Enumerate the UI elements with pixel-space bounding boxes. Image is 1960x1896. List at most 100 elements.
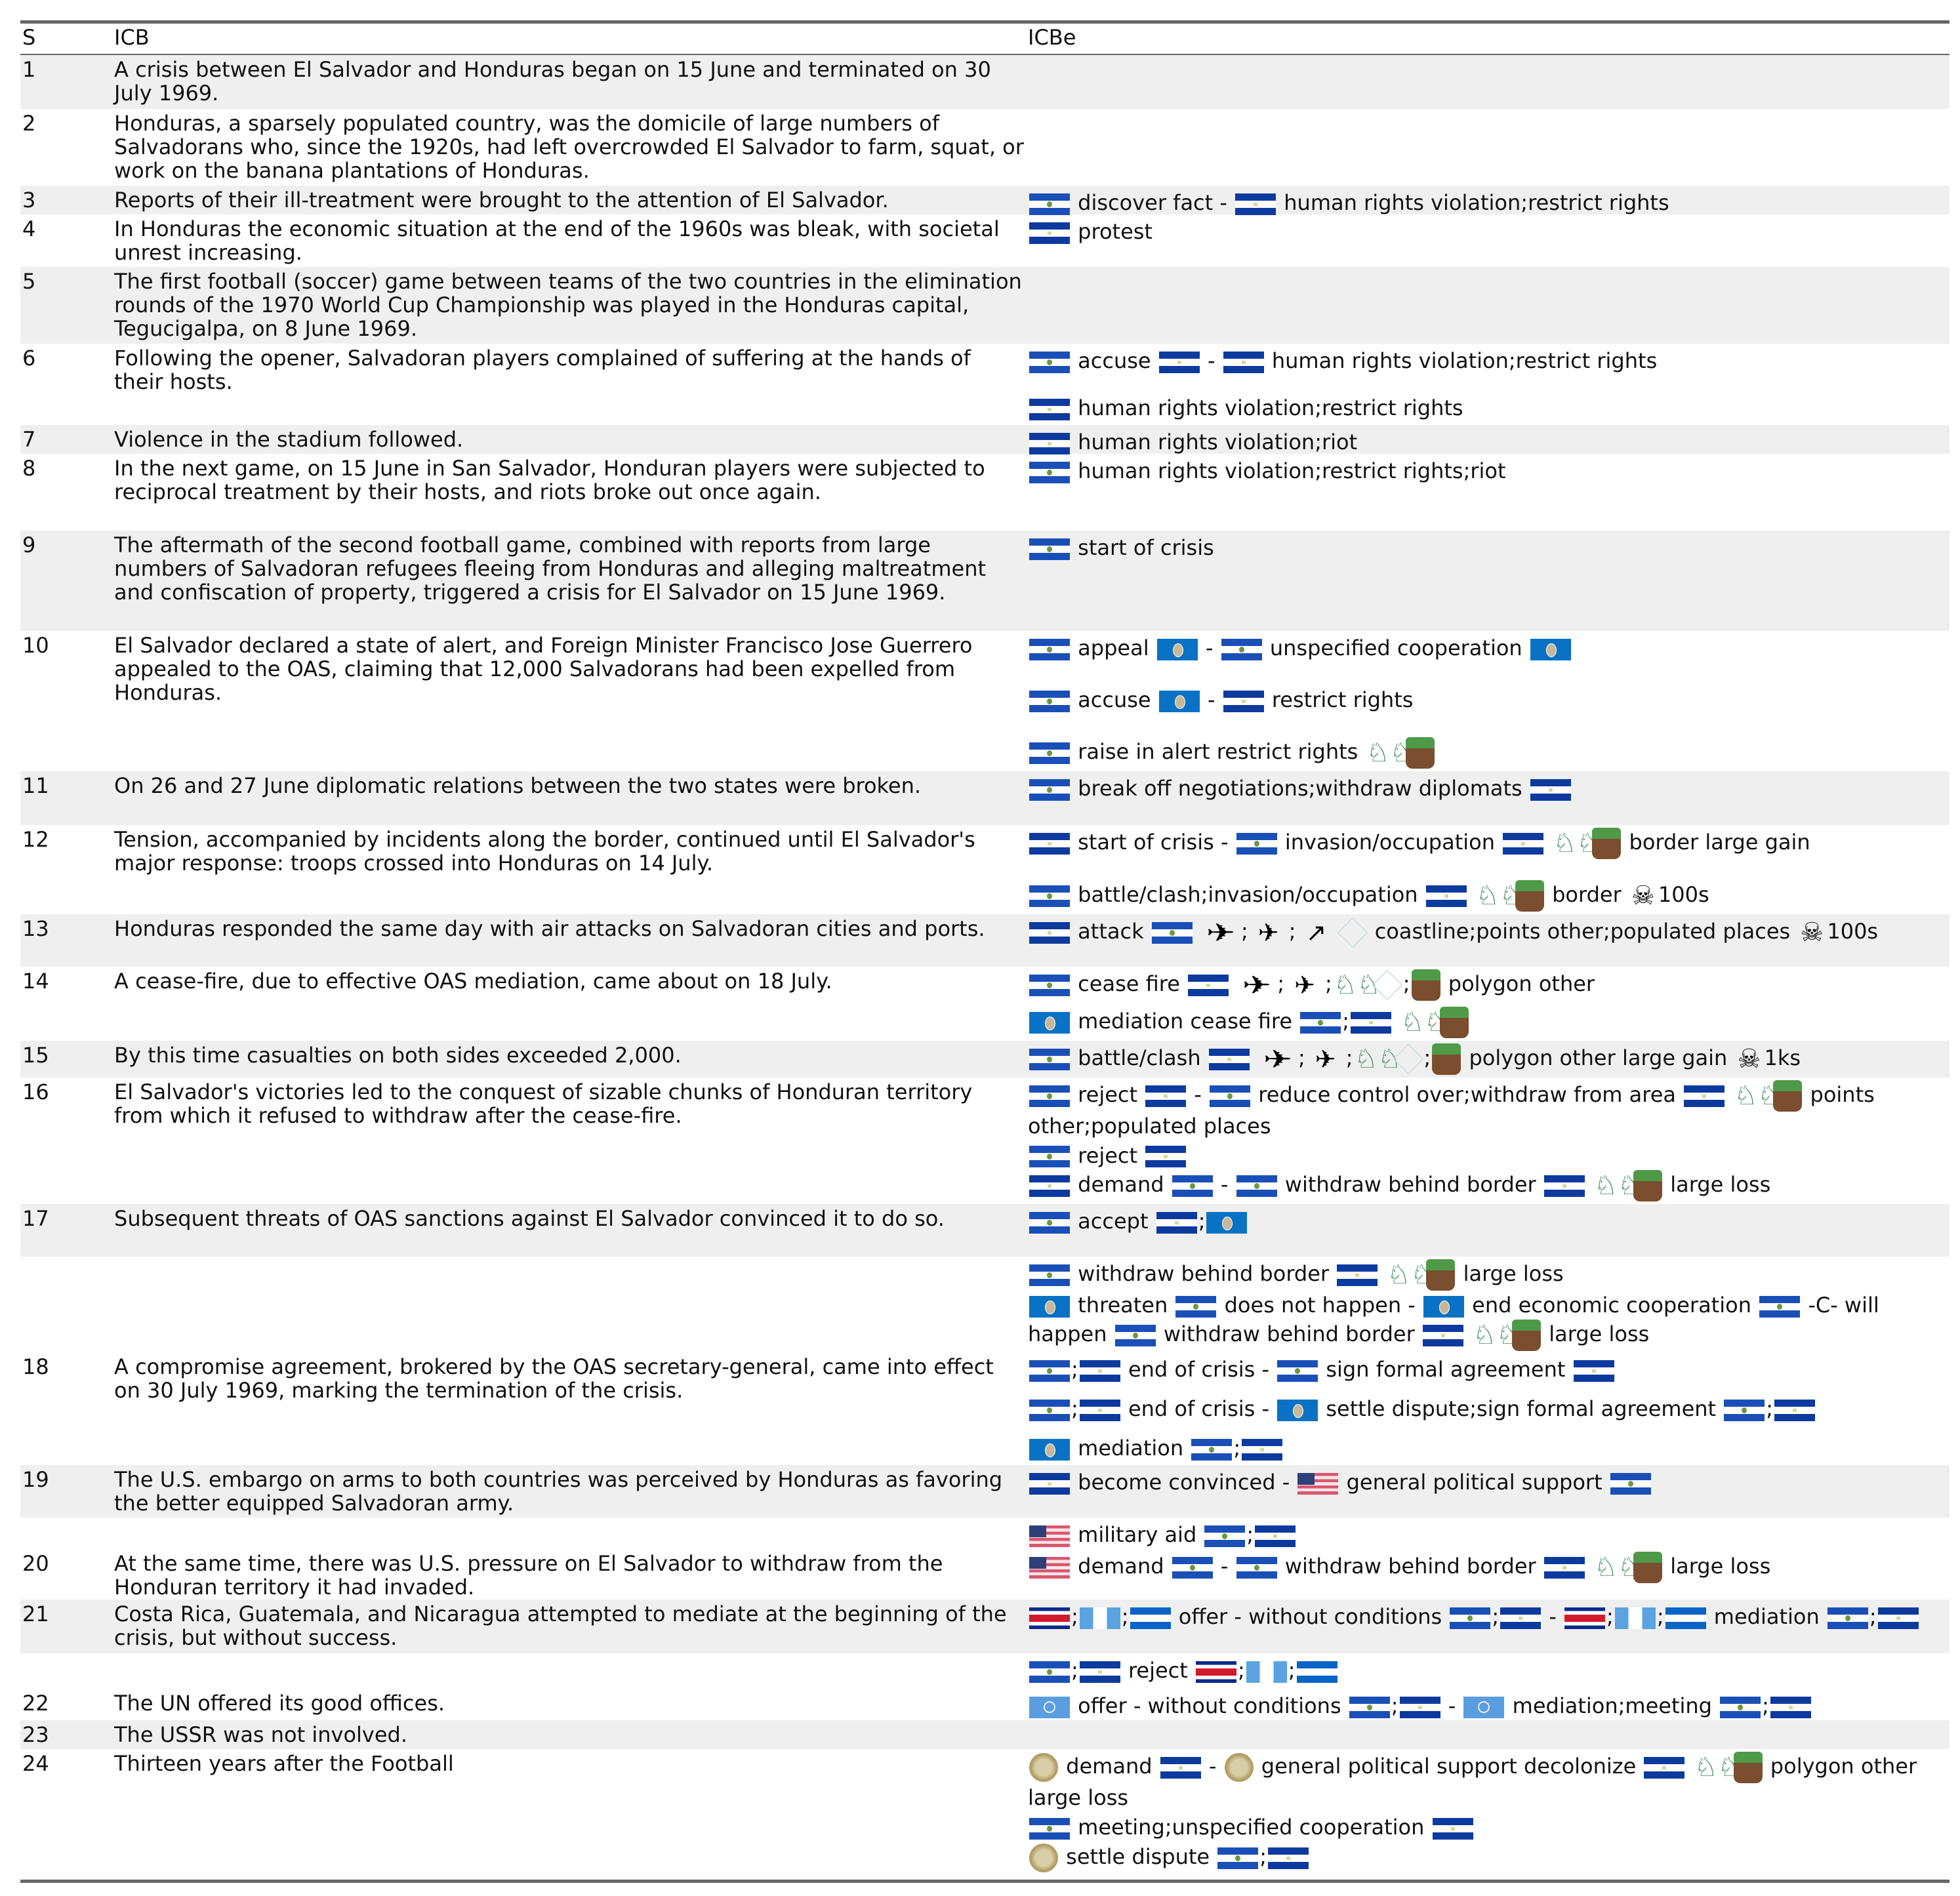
el-salvador-flag-icon: [1759, 1295, 1801, 1318]
land-block-icon: [1515, 880, 1544, 912]
event-text: -: [1200, 348, 1222, 373]
icb-text: A compromise agreement, brokered by the …: [114, 1354, 994, 1403]
event-text: mediation: [1707, 1604, 1826, 1629]
row-number: 15: [22, 1043, 49, 1068]
event-text: protest: [1071, 219, 1153, 244]
event-text: ;: [1233, 1436, 1241, 1461]
un-flag-icon: [1029, 1696, 1070, 1718]
honduras-flag-icon: [1337, 1264, 1378, 1286]
el-salvador-flag-icon: [1029, 778, 1070, 801]
el-salvador-flag-icon: [1029, 193, 1070, 215]
row-number: 9: [22, 533, 36, 557]
el-salvador-flag-icon: [1720, 1696, 1761, 1718]
icbe-event: start of crisis - invasion/occupation ♘♘…: [1028, 828, 1946, 859]
honduras-flag-icon: [1877, 1607, 1919, 1629]
table-row: 23 The USSR was not involved.: [20, 1720, 1950, 1749]
icbe-events: start of crisis: [1028, 533, 1946, 628]
table-row: 15 By this time casualties on both sides …: [20, 1041, 1950, 1078]
el-salvador-flag-icon: [1029, 1661, 1070, 1683]
event-text: ;: [1297, 1045, 1305, 1070]
el-salvador-flag-icon: [1029, 742, 1070, 764]
honduras-flag-icon: [1029, 432, 1070, 454]
icbe-event: accuse - human rights violation;restrict…: [1028, 346, 1946, 375]
soldiers-icon: ♘♘: [1694, 1752, 1742, 1783]
el-salvador-flag-icon: [1114, 1324, 1156, 1346]
event-text: end of crisis -: [1121, 1357, 1276, 1382]
honduras-flag-icon: [1242, 1438, 1283, 1461]
oas-flag-icon: [1277, 1399, 1318, 1421]
event-text: -: [1198, 635, 1220, 660]
soldiers-icon: ♘♘: [1553, 828, 1601, 858]
land-block-icon: [1432, 1043, 1461, 1075]
event-text: cease fire: [1071, 971, 1187, 996]
us-flag-icon: [1029, 1525, 1070, 1547]
icbe-event: break off negotiations;withdraw diplomat…: [1028, 774, 1946, 803]
event-text: demand: [1071, 1172, 1171, 1197]
event-text: [1393, 1009, 1399, 1034]
event-text: [1586, 1554, 1593, 1579]
table-row: 19 The U.S. embargo on arms to both count…: [20, 1465, 1950, 1518]
table-row: 20 At the same time, there was U.S. press…: [20, 1549, 1950, 1600]
icb-text: On 26 and 27 June diplomatic relations b…: [114, 773, 922, 798]
el-salvador-flag-icon: [1029, 1360, 1070, 1382]
event-text: withdraw behind border: [1156, 1321, 1421, 1346]
table-row: 7 Violence in the stadium followed. human…: [20, 425, 1950, 454]
event-text: mediation;meeting: [1505, 1693, 1719, 1718]
event-text: ;: [1071, 1658, 1078, 1683]
icbe-events: protest: [1028, 217, 1946, 264]
event-text: withdraw behind border: [1278, 1554, 1543, 1579]
honduras-flag-icon: [1160, 1756, 1201, 1779]
icbe-events: attack ✈; ✈; ↗ coastline;points other;popu…: [1028, 917, 1946, 964]
event-text: large loss: [1664, 1554, 1771, 1579]
el-salvador-flag-icon: [1210, 1085, 1251, 1107]
event-text: military aid: [1071, 1522, 1204, 1547]
land-block-icon: [1633, 1170, 1663, 1201]
el-salvador-flag-icon: [1610, 1472, 1651, 1495]
table-row: 22 The UN offered its good offices. offer…: [20, 1689, 1950, 1720]
event-text: demand: [1059, 1754, 1159, 1779]
row-number: 17: [22, 1206, 49, 1231]
row-number: 12: [22, 827, 49, 852]
skull-crossbones-icon: ☠: [1737, 1044, 1761, 1074]
oas-flag-icon: [1029, 1295, 1070, 1318]
table-row: 18 A compromise agreement, brokered by th…: [20, 1352, 1950, 1465]
honduras-flag-icon: [1399, 1696, 1440, 1718]
event-text: [1726, 1082, 1732, 1107]
event-text: ;: [1277, 971, 1285, 996]
oas-flag-icon: [1206, 1211, 1248, 1234]
nicaragua-flag-icon: [1665, 1607, 1706, 1629]
icbe-event: demand - general political support decol…: [1028, 1752, 1946, 1812]
event-text: ;: [1198, 1209, 1206, 1234]
honduras-flag-icon: [1029, 921, 1070, 944]
icbe-event: settle dispute ;: [1028, 1842, 1946, 1872]
honduras-flag-icon: [1684, 1085, 1725, 1107]
event-text: polygon other large loss: [1028, 1754, 1917, 1810]
el-salvador-flag-icon: [1029, 351, 1070, 373]
event-text: large loss: [1456, 1261, 1564, 1286]
guatemala-flag-icon: [1079, 1607, 1120, 1629]
event-text: settle dispute;sign formal agreement: [1319, 1396, 1723, 1421]
event-text: ;: [1246, 1522, 1254, 1547]
honduras-flag-icon: [1158, 351, 1200, 373]
costa-rica-flag-icon: [1195, 1661, 1236, 1683]
event-text: reject: [1121, 1658, 1194, 1683]
honduras-flag-icon: [1644, 1756, 1685, 1779]
icb-text: Violence in the stadium followed.: [114, 427, 464, 452]
event-text: settle dispute: [1059, 1844, 1217, 1869]
event-text: reduce control over;withdraw from area: [1252, 1082, 1683, 1107]
icb-text: Honduras, a sparsely populated country, …: [114, 111, 1024, 183]
event-text: [1379, 1261, 1385, 1286]
icb-text: Tension, accompanied by incidents along …: [114, 827, 975, 876]
honduras-flag-icon: [1079, 1360, 1120, 1382]
event-text: ;: [1259, 1844, 1267, 1869]
el-salvador-flag-icon: [1724, 1399, 1765, 1421]
icb-text: Subsequent threats of OAS sanctions agai…: [114, 1206, 945, 1231]
costa-rica-flag-icon: [1029, 1607, 1070, 1629]
icbe-events: cease fire ✈; ✈ ;♘♘; polygon other mediati…: [1028, 969, 1946, 1038]
honduras-flag-icon: [1425, 885, 1467, 907]
table-row: 11 On 26 and 27 June diplomatic relations…: [20, 771, 1950, 825]
event-text: battle/clash: [1071, 1045, 1208, 1070]
el-salvador-flag-icon: [1029, 1211, 1070, 1234]
event-text: -C- will happen: [1028, 1293, 1879, 1346]
airplane-icon: ✈: [1263, 1045, 1293, 1074]
